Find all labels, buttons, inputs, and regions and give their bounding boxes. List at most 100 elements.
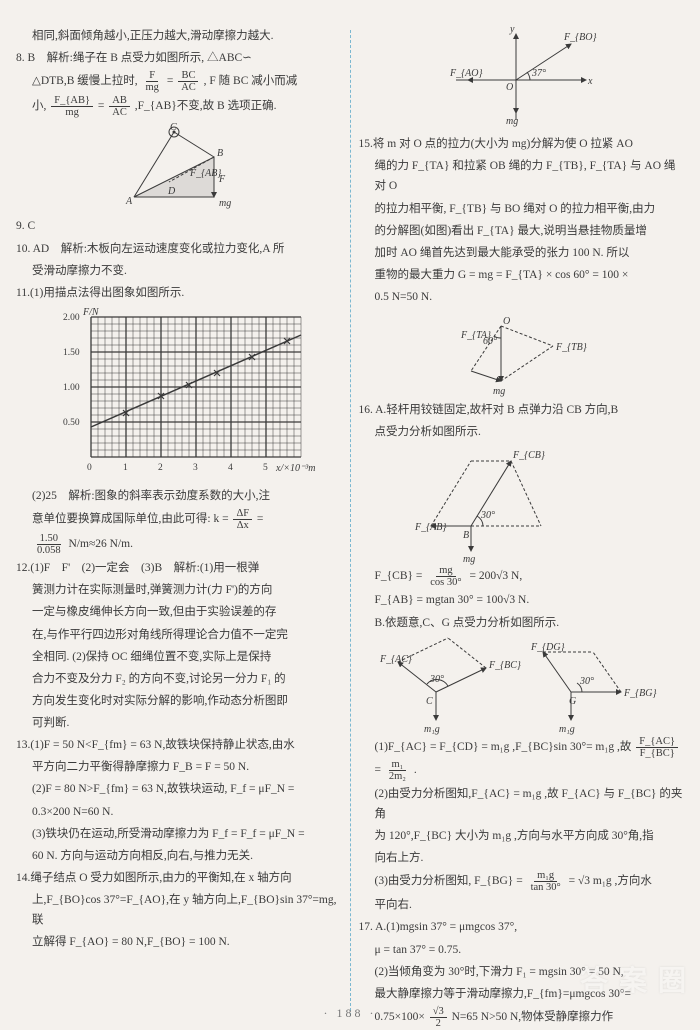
- text-line: 9. C: [16, 216, 342, 236]
- svg-text:0: 0: [87, 463, 92, 473]
- text-seg: (3)由受力分析图知, F_{BG} =: [375, 875, 523, 887]
- svg-text:C: C: [426, 696, 433, 707]
- text-line: (2)由受力分析图知,F_{AC} = m₁g ,故 F_{AC} 与 F_{B…: [375, 784, 685, 824]
- x-axis-label: x/×10⁻³m: [275, 463, 315, 474]
- svg-text:mg: mg: [506, 116, 518, 127]
- text-line: 重物的最大重力 G = mg = F_{TA} × cos 60° = 100 …: [375, 265, 685, 285]
- svg-text:F_{BC}: F_{BC}: [488, 660, 521, 671]
- svg-text:F_{CB}: F_{CB}: [512, 450, 545, 461]
- svg-text:30°: 30°: [579, 676, 594, 687]
- left-column: 相同,斜面倾角越小,正压力越大,滑动摩擦力越大. 8. B 解析:绳子在 B 点…: [8, 26, 350, 1020]
- svg-text:y: y: [509, 24, 515, 35]
- svg-text:x: x: [587, 76, 593, 87]
- figure-triangle: C A B D F_{AB} F mg: [16, 122, 342, 212]
- text-line: 为 120°,F_{BC} 大小为 m₁g ,方向与水平方向成 30°角,指: [375, 826, 685, 846]
- page: 相同,斜面倾角越小,正压力越大,滑动摩擦力越大. 8. B 解析:绳子在 B 点…: [0, 0, 700, 1030]
- text-line: 绳的力 F_{TA} 和拉紧 OB 绳的力 F_{TB}, F_{TA} 与 A…: [375, 156, 685, 196]
- fraction-ab-ac: ABAC: [109, 95, 130, 118]
- svg-text:30°: 30°: [480, 510, 495, 521]
- text-line: 相同,斜面倾角越小,正压力越大,滑动摩擦力越大.: [32, 26, 342, 46]
- text-line: 在,与作平行四边形对角线所得理论合力值不一定完: [32, 625, 342, 645]
- svg-text:37°: 37°: [531, 68, 546, 79]
- svg-text:30°: 30°: [429, 674, 444, 685]
- text-seg: 小,: [32, 101, 46, 113]
- two-para-svg: 30° F_{BC} F_{AC} m₁g C 30° F_{BG} F_{DG…: [381, 637, 661, 732]
- text-seg: N/m≈26 N/m.: [69, 538, 133, 550]
- text-line: 8. B 解析:绳子在 B 点受力如图所示, △ABC∽: [16, 48, 342, 68]
- svg-text:F_{AB}: F_{AB}: [414, 522, 446, 533]
- text-line: 10. AD 解析:木板向左运动速度变化或拉力变化,A 所: [16, 239, 342, 259]
- text-line: 17. A.(1)mgsin 37° = μmgcos 37°,: [359, 917, 685, 937]
- fraction-m1g-tan30: m₁gtan 30°: [528, 870, 564, 893]
- two-column-layout: 相同,斜面倾角越小,正压力越大,滑动摩擦力越大. 8. B 解析:绳子在 B 点…: [0, 20, 700, 1020]
- text-line: 平方向二力平衡得静摩擦力 F_B = F = 50 N.: [32, 757, 342, 777]
- text-line: 合力不变及分力 F₂ 的方向不变,讨论另一分力 F₁ 的: [32, 669, 342, 689]
- text-line: △DTB,B 缓慢上拉时, Fmg = BCAC , F 随 BC 减小而减: [32, 70, 342, 93]
- figure-axes: 37° x y F_{BO} F_{AO} mg O: [359, 30, 685, 130]
- svg-text:B: B: [463, 530, 469, 541]
- svg-text:O: O: [503, 316, 510, 327]
- text-line: 11.(1)用描点法得出图象如图所示.: [16, 283, 342, 303]
- axes-svg: 37° x y F_{BO} F_{AO} mg O: [436, 30, 606, 130]
- svg-text:m₁g: m₁g: [424, 724, 440, 735]
- page-number: · 188 ·: [0, 1003, 700, 1024]
- text-line: 0.3×200 N=60 N.: [32, 802, 342, 822]
- svg-text:C: C: [170, 122, 177, 133]
- text-seg: = √3 m₁g ,方向水: [569, 875, 652, 887]
- text-line: 13.(1)F = 50 N<F_{fm} = 63 N,故铁块保持静止状态,由…: [16, 735, 342, 755]
- svg-text:4: 4: [228, 463, 233, 473]
- text-line: (2)25 解析:图象的斜率表示劲度系数的大小,注: [32, 486, 342, 506]
- svg-text:1: 1: [123, 463, 128, 473]
- text-line: (3)由受力分析图知, F_{BG} = m₁gtan 30° = √3 m₁g…: [375, 870, 685, 893]
- chart-svg: F/N 0.50 1.00 1.50 2.00 0 1 2 3 4 5 x/×1…: [49, 307, 309, 482]
- fraction-df-dx: ΔFΔx: [233, 508, 252, 531]
- svg-text:5: 5: [263, 463, 268, 473]
- text-line: 15.将 m 对 O 点的拉力(大小为 mg)分解为使 O 拉紧 AO: [359, 134, 685, 154]
- svg-text:F_{AC}: F_{AC}: [379, 654, 412, 665]
- text-seg: 意单位要换算成国际单位,由此可得: k =: [32, 513, 229, 525]
- text-line: 一定与橡皮绳伸长方向一致,但由于实验误差的存: [32, 602, 342, 622]
- text-line: 12.(1)F F' (2)一定会 (3)B 解析:(1)用一根弹: [16, 558, 342, 578]
- text-line: 方向发生变化时对实际分解的影响,作动态分析图即: [32, 691, 342, 711]
- text-seg: = 200√3 N,: [469, 571, 522, 583]
- text-line: 14.绳子结点 O 受力如图所示,由力的平衡知,在 x 轴方向: [16, 868, 342, 888]
- svg-text:F: F: [218, 174, 226, 185]
- svg-text:G: G: [569, 696, 576, 707]
- svg-text:m₁g: m₁g: [559, 724, 575, 735]
- svg-text:2: 2: [158, 463, 163, 473]
- figure-decomp: 60° F_{TA} F_{TB} mg O: [359, 311, 685, 396]
- text-line: 0.5 N=50 N.: [375, 287, 685, 307]
- text-line: 1.500.058 N/m≈26 N/m.: [32, 533, 342, 556]
- y-axis-label: F/N: [82, 307, 100, 318]
- figure-chart: F/N 0.50 1.00 1.50 2.00 0 1 2 3 4 5 x/×1…: [16, 307, 342, 482]
- para-b-svg: 30° F_{CB} F_{AB} mg B: [436, 446, 606, 561]
- fraction-150-0058: 1.500.058: [34, 533, 64, 556]
- svg-text:2.00: 2.00: [63, 313, 80, 323]
- fraction-mg-cos30: mgcos 30°: [427, 565, 464, 588]
- text-line: F_{AB} = mgtan 30° = 100√3 N.: [375, 590, 685, 610]
- fraction-bc-ac: BCAC: [178, 70, 199, 93]
- text-line: 立解得 F_{AO} = 80 N,F_{BO} = 100 N.: [32, 932, 342, 952]
- fraction-fab-mg: F_{AB}mg: [51, 95, 93, 118]
- svg-text:mg: mg: [493, 386, 505, 397]
- text-line: B.依题意,C、G 点受力分析如图所示.: [375, 613, 685, 633]
- text-line: 的分解图(如图)看出 F_{TA} 最大,说明当悬挂物质量增: [375, 221, 685, 241]
- text-line: 向右上方.: [375, 848, 685, 868]
- triangle-svg: C A B D F_{AB} F mg: [104, 122, 254, 212]
- svg-text:1.50: 1.50: [63, 348, 80, 358]
- fraction-f-mg: Fmg: [143, 70, 162, 93]
- text-line: 意单位要换算成国际单位,由此可得: k = ΔFΔx =: [32, 508, 342, 531]
- text-line: 平向右.: [375, 895, 685, 915]
- text-line: 点受力分析如图所示.: [375, 422, 685, 442]
- svg-text:F_{BO}: F_{BO}: [563, 32, 596, 43]
- text-line: 簧测力计在实际测量时,弹簧测力计(力 F')的方向: [32, 580, 342, 600]
- fraction-m1-2m2: m₁2m₂: [386, 759, 409, 782]
- text-seg: ,F_{AB}不变,故 B 选项正确.: [135, 101, 277, 113]
- text-line: (2)F = 80 N>F_{fm} = 63 N,故铁块运动, F_f = μ…: [32, 779, 342, 799]
- text-line: 可判断.: [32, 713, 342, 733]
- text-line: 小, F_{AB}mg = ABAC ,F_{AB}不变,故 B 选项正确.: [32, 95, 342, 118]
- text-line: 受滑动摩擦力不变.: [32, 261, 342, 281]
- svg-text:mg: mg: [219, 198, 231, 209]
- svg-text:mg: mg: [463, 554, 475, 565]
- text-seg: (1)F_{AC} = F_{CD} = m₁g ,F_{BC}sin 30°=…: [375, 741, 632, 753]
